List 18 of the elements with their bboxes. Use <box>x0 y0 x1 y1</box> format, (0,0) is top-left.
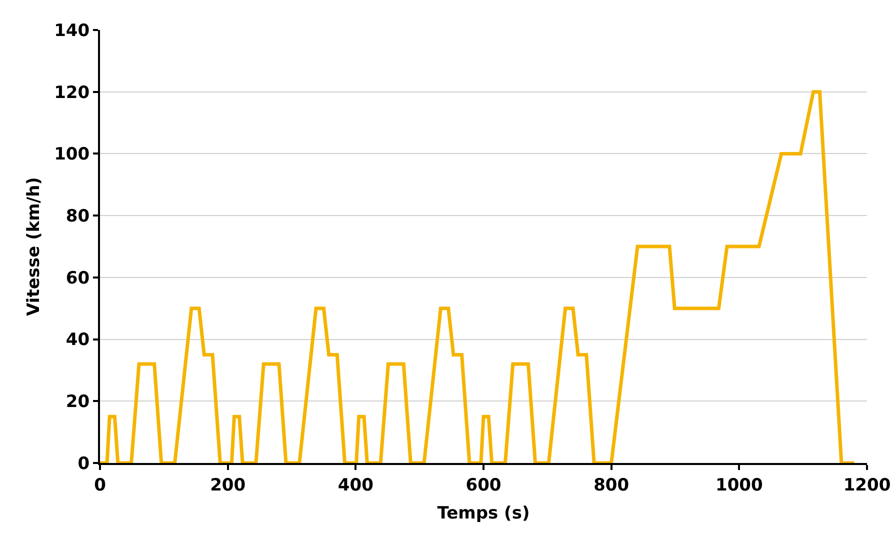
y-tick-label: 40 <box>66 330 90 350</box>
x-tick-label: 800 <box>594 475 630 496</box>
x-axis-title: Temps (s) <box>437 503 530 524</box>
y-tick-label: 120 <box>54 82 90 103</box>
y-axis-title: Vitesse (km/h) <box>24 177 44 316</box>
x-tick-label: 0 <box>94 475 106 496</box>
y-tick-label: 60 <box>66 268 90 288</box>
x-tick-label: 1000 <box>716 475 763 496</box>
x-tick-label: 400 <box>338 475 374 496</box>
x-tick-label: 600 <box>466 475 502 496</box>
y-tick-label: 0 <box>78 454 90 474</box>
y-tick-label: 140 <box>54 20 90 41</box>
x-tick-label: 200 <box>210 475 246 496</box>
y-tick-label: 100 <box>54 144 90 165</box>
line-series <box>100 90 856 463</box>
y-tick-label: 80 <box>66 206 90 227</box>
x-tick-label: 1200 <box>843 475 891 496</box>
y-tick-label: 20 <box>66 392 90 412</box>
